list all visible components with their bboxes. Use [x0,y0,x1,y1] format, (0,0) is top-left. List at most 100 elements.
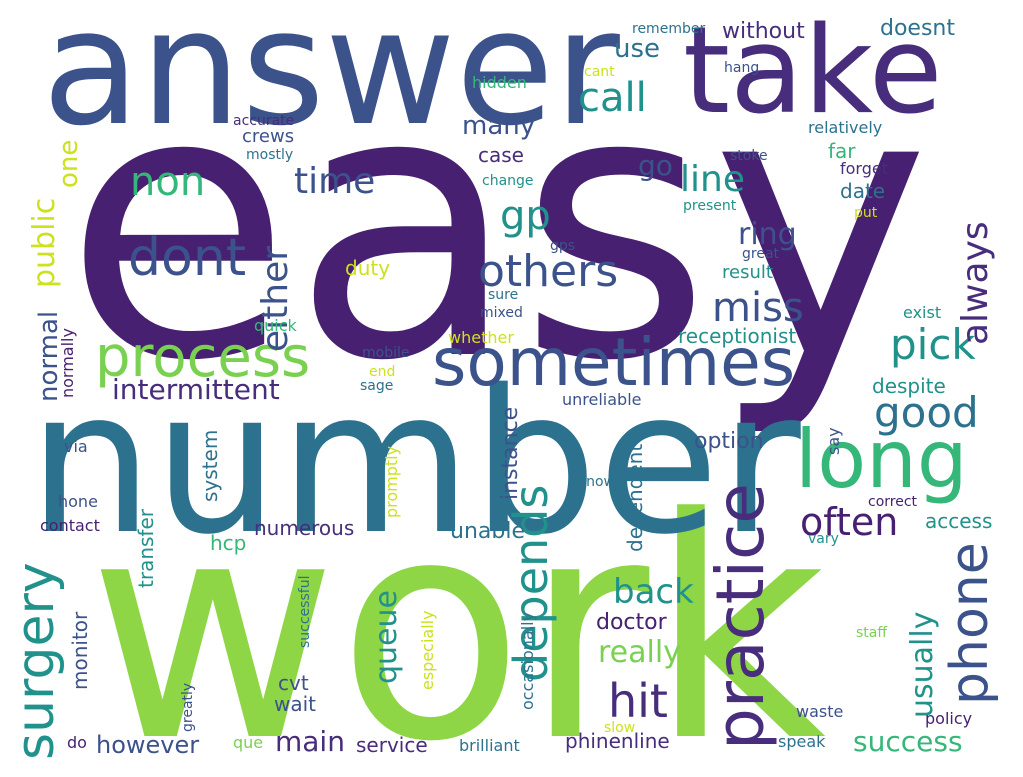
word-dont: dont [128,228,247,288]
word-mobile: mobile [362,345,410,361]
word-around: around [355,153,412,172]
word-go: go [638,149,673,182]
word-hone: hone [58,492,98,511]
word-mixed: mixed [480,305,523,321]
word-work: work [88,453,827,777]
word-really: really [598,635,681,670]
word-stoke: stoke [730,148,768,164]
word-time: time [294,161,376,202]
word-transfer: transfer [134,509,158,588]
word-take: take [683,2,943,141]
word-queue: queue [369,590,404,684]
word-sure: sure [488,287,519,303]
word-relatively: relatively [808,118,883,137]
word-cant: cant [584,64,615,80]
word-gps: gps [550,238,576,254]
word-waste: waste [796,702,844,721]
word-duty: duty [345,256,391,280]
word-number: number [28,347,801,578]
word-use: use [614,34,661,64]
word-back: back [613,572,694,612]
word-phinenline: phinenline [565,729,670,753]
word-one: one [54,139,84,188]
word-monitor: monitor [68,611,92,690]
word-process: process [95,325,311,390]
word-especially: especially [418,610,437,690]
word-greatly: greatly [180,682,196,732]
word-sage: sage [360,378,394,394]
word-hcp: hcp [210,531,247,555]
word-ring: ring [738,217,797,252]
word-case: case [478,143,524,167]
word-line: line [680,159,745,200]
word-main: main [275,725,345,758]
word-answer: answer [42,0,620,161]
word-correct: correct [868,494,918,510]
word-policy: policy [925,709,973,728]
word-present: present [683,198,737,214]
word-gp: gp [500,193,551,239]
word-phone: phone [940,542,1000,705]
word-pick: pick [890,320,976,369]
word-contact: contact [40,516,100,535]
word-dependent: dependent [623,443,647,552]
word-receptionist: receptionist [678,324,797,348]
word-hit: hit [608,674,668,728]
word-success: success [853,725,963,758]
word-instance: instance [498,406,523,500]
word-despite: despite [872,374,946,398]
word-que: que [233,733,264,752]
word-brilliant: brilliant [459,736,520,755]
word-normally: normally [58,328,77,398]
word-often: often [800,500,899,544]
word-non: non [130,159,206,205]
word-successful: successful [297,575,313,648]
word-access: access [925,509,993,533]
word-miss: miss [712,285,804,331]
word-good: good [874,388,979,437]
word-speak: speak [778,732,826,751]
word-do: do [67,733,87,752]
word-doctor: doctor [596,610,667,635]
word-others: others [478,246,619,297]
word-always: always [955,221,996,345]
word-change: change [482,173,534,189]
word-unreliable: unreliable [562,390,642,409]
word-however: however [96,731,200,759]
word-numerous: numerous [254,516,355,540]
word-occasionally: occasionally [518,611,537,710]
word-know: know [578,474,615,490]
word-usually: usually [905,611,940,718]
word-put: put [854,205,878,221]
word-great: great [742,246,780,262]
word-whether: whether [448,328,514,347]
word-far: far [828,139,856,163]
word-slow: slow [604,720,636,736]
word-option: option [694,429,764,454]
word-hidden: hidden [472,73,527,92]
word-vary: vary [808,531,839,547]
word-without: without [722,19,805,44]
word-forget: forget [840,159,888,178]
word-staff: staff [856,625,888,641]
word-remember: remember [632,21,706,37]
word-surgery: surgery [6,562,66,760]
word-public: public [27,197,62,288]
word-result: result [722,262,773,283]
word-service: service [356,733,428,757]
word-say: say [824,427,843,455]
word-accurate: accurate [233,113,295,129]
word-cvt: cvt [278,671,309,695]
word-either: either [255,245,296,352]
word-long: long [795,413,968,506]
word-unable: unable [450,519,525,544]
word-end: end [369,364,396,380]
word-hang: hang [724,60,760,76]
word-doesnt: doesnt [880,16,955,41]
word-quick: quick [254,316,297,335]
word-sometimes: sometimes [432,324,796,401]
word-exist: exist [903,303,942,322]
word-crews: crews [242,126,295,147]
word-wait: wait [274,692,317,716]
